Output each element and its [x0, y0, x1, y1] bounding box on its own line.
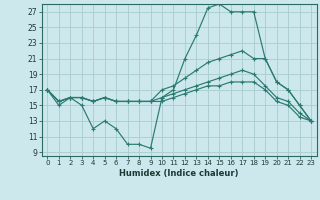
X-axis label: Humidex (Indice chaleur): Humidex (Indice chaleur) [119, 169, 239, 178]
